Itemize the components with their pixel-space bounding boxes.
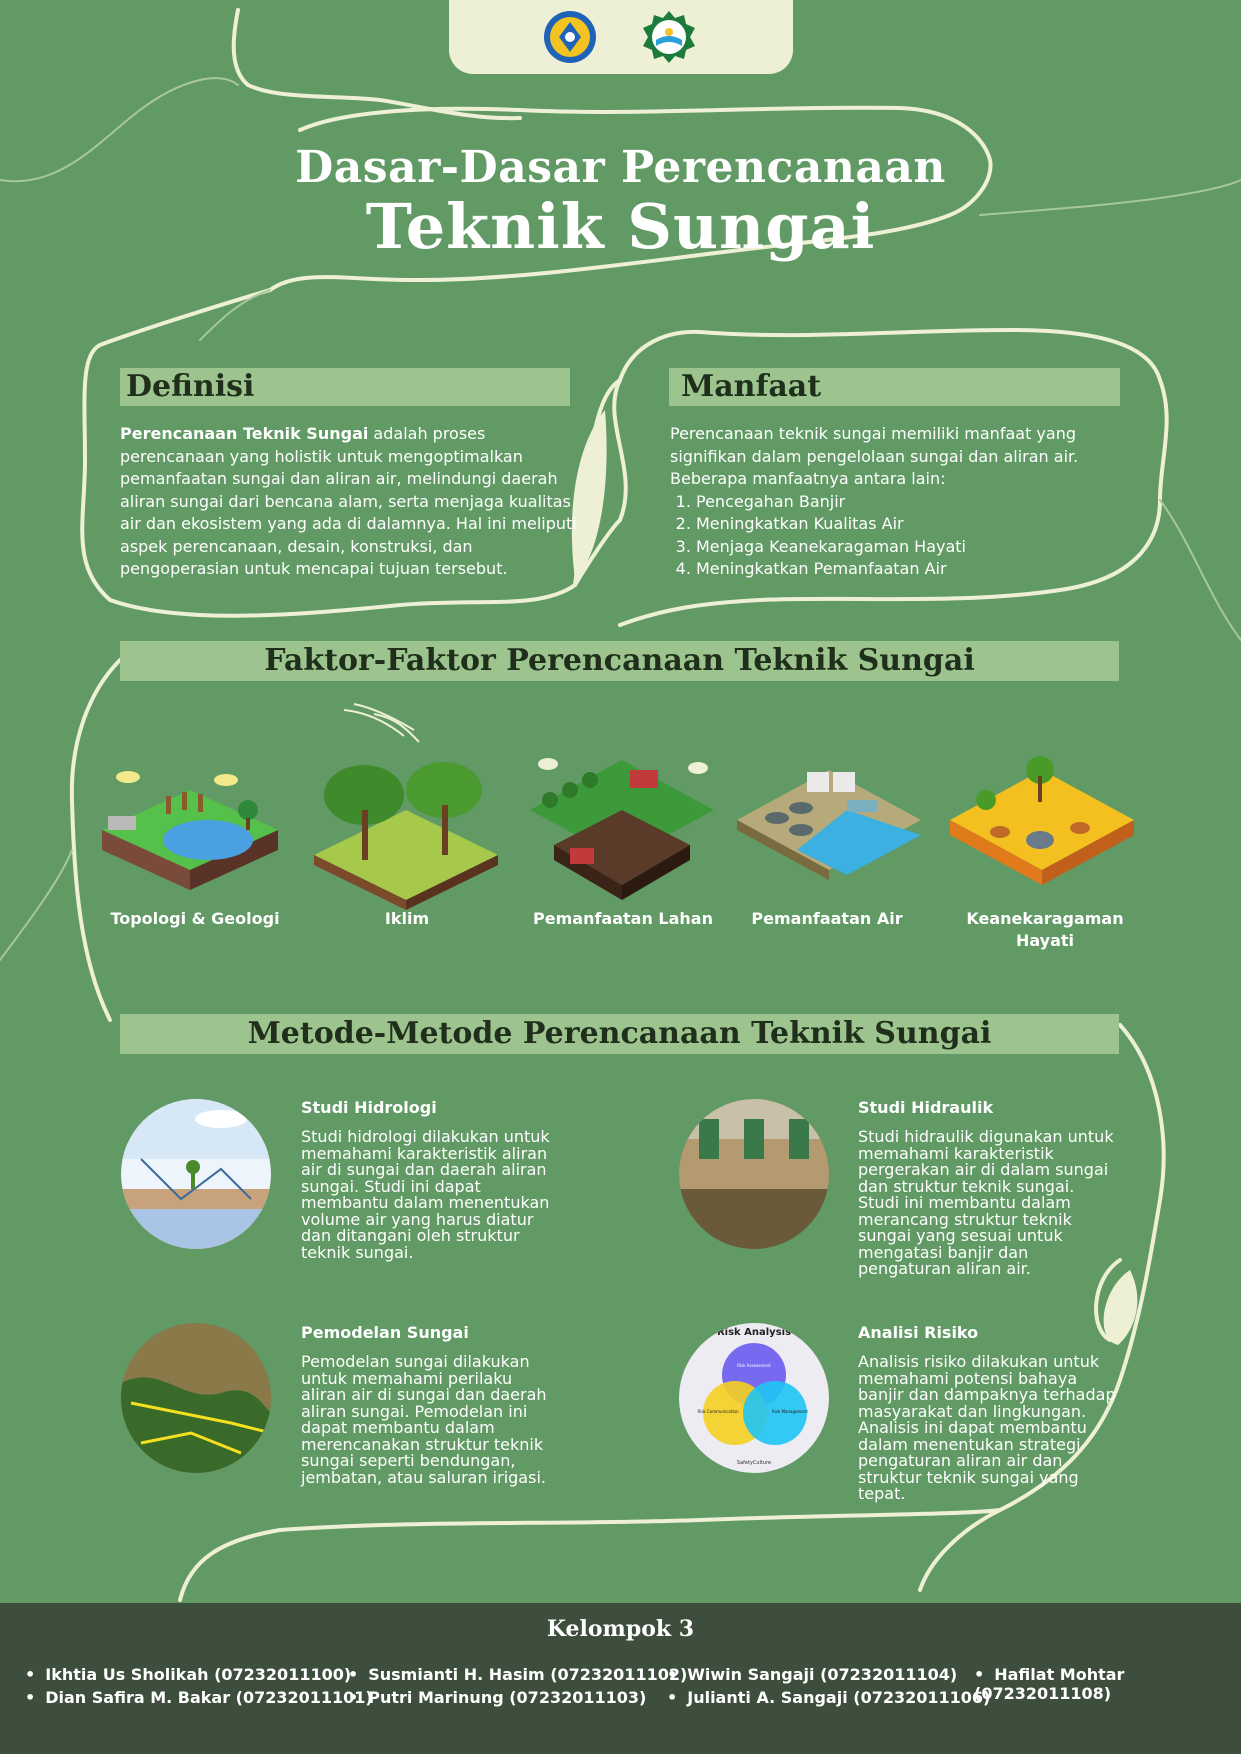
ministry-logo: [543, 10, 597, 64]
member-item: Dian Safira M. Bakar (07232011101): [25, 1688, 373, 1707]
metode-title: Pemodelan Sungai: [301, 1323, 469, 1342]
hydrology-diagram-image: [121, 1099, 271, 1249]
risk-analysis-diagram: Risk Analysis Risk Assessment Risk Commu…: [679, 1323, 829, 1473]
manfaat-item: Meningkatkan Kualitas Air: [696, 513, 1110, 536]
definisi-term: Perencanaan Teknik Sungai: [120, 424, 369, 443]
risk-assessment-label: Risk Assessment: [737, 1363, 771, 1368]
title-line-1: Dasar-Dasar Perencanaan: [295, 142, 946, 193]
river-model-image: [121, 1323, 271, 1473]
geology-illustration: [98, 700, 282, 910]
manfaat-item: Menjaga Keanekaragaman Hayati: [696, 536, 1110, 559]
land-use-illustration: [530, 700, 714, 910]
logo-panel: [449, 0, 793, 74]
risk-management-label: Risk Management: [772, 1409, 808, 1414]
university-logo: [642, 10, 696, 64]
manfaat-intro: Perencanaan teknik sungai memiliki manfa…: [670, 424, 1079, 488]
metode-text: Analisis risiko dilakukan untuk memahami…: [858, 1352, 1116, 1503]
manfaat-heading: Manfaat: [669, 368, 1120, 406]
metode-item: Analisi Risiko Analisis risiko dilakukan…: [858, 1323, 1118, 1503]
metode-item: Studi Hidrologi Studi hidrologi dilakuka…: [301, 1098, 561, 1261]
definisi-heading: Definisi: [120, 368, 570, 406]
factor-label-water-use: Pemanfaatan Air: [751, 909, 903, 928]
definisi-text: Perencanaan Teknik Sungai adalah proses …: [120, 423, 580, 581]
risk-communication-label: Risk Communication: [697, 1409, 739, 1414]
metode-heading: Metode-Metode Perencanaan Teknik Sungai: [120, 1014, 1119, 1054]
member-item: Susmianti H. Hasim (07232011102): [348, 1665, 687, 1684]
member-item: Putri Marinung (07232011103): [348, 1688, 646, 1707]
metode-text: Pemodelan sungai dilakukan untuk memaham…: [301, 1352, 547, 1487]
risk-brand-label: SafetyCulture: [736, 1460, 772, 1466]
hydraulic-structure-image: [679, 1099, 829, 1249]
biodiversity-illustration: [950, 700, 1134, 910]
factor-label-geology: Topologi & Geologi: [110, 909, 280, 928]
member-item: Wiwin Sangaji (07232011104): [667, 1665, 957, 1684]
risk-diagram-title: Risk Analysis: [716, 1327, 792, 1338]
climate-illustration: [314, 700, 498, 910]
metode-item: Studi Hidraulik Studi hidraulik digunaka…: [858, 1098, 1118, 1278]
member-item: Ikhtia Us Sholikah (07232011100): [25, 1665, 351, 1684]
manfaat-section: Perencanaan teknik sungai memiliki manfa…: [670, 423, 1110, 581]
manfaat-item: Meningkatkan Pemanfaatan Air: [696, 558, 1110, 581]
member-item: Hafilat Mohtar (07232011108): [974, 1665, 1241, 1703]
metode-text: Studi hidrologi dilakukan untuk memahami…: [301, 1127, 550, 1262]
title-line-2: Teknik Sungai: [365, 190, 876, 263]
factor-label-climate: Iklim: [384, 909, 430, 928]
metode-title: Studi Hidrologi: [301, 1098, 437, 1117]
definisi-body: adalah proses perencanaan yang holistik …: [120, 424, 577, 578]
member-item: Julianti A. Sangaji (07232011106): [667, 1688, 990, 1707]
metode-item: Pemodelan Sungai Pemodelan sungai dilaku…: [301, 1323, 561, 1486]
water-use-illustration: [737, 700, 921, 910]
factor-label-land-use: Pemanfaatan Lahan: [533, 909, 713, 928]
manfaat-item: Pencegahan Banjir: [696, 491, 1110, 514]
faktor-heading: Faktor-Faktor Perencanaan Teknik Sungai: [120, 641, 1119, 681]
group-title: Kelompok 3: [546, 1616, 695, 1642]
metode-title: Analisi Risiko: [858, 1323, 979, 1342]
metode-text: Studi hidraulik digunakan untuk memahami…: [858, 1127, 1114, 1278]
manfaat-list: Pencegahan Banjir Meningkatkan Kualitas …: [670, 491, 1110, 581]
factor-label-biodiversity: Keanekaragaman Hayati: [966, 909, 1124, 950]
metode-title: Studi Hidraulik: [858, 1098, 994, 1117]
